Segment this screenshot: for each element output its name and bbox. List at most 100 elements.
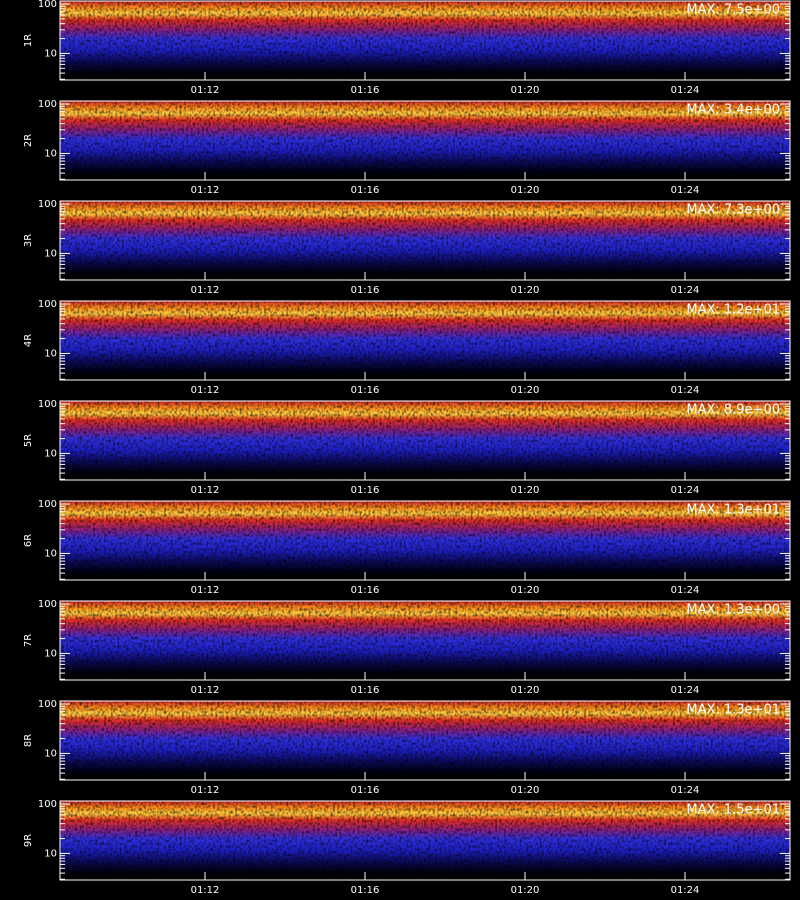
max-annotation: MAX: 8.9e+00 (686, 403, 780, 418)
plot-frame (59, 200, 791, 281)
y-tick-label: 100 (38, 699, 57, 710)
y-tick-label: 100 (38, 199, 57, 210)
x-tick-label: 01:16 (351, 385, 380, 396)
max-annotation: MAX: 1.3e+01 (686, 703, 780, 718)
y-tick-label: 100 (38, 0, 57, 10)
x-tick-label: 01:24 (671, 85, 700, 96)
spectrogram-noise (60, 401, 790, 480)
x-tick-label: 01:20 (511, 185, 540, 196)
plot-frame (59, 400, 791, 481)
x-tick-label: 01:24 (671, 385, 700, 396)
panel: 100 10 01:12 01:16 01:20 01:24 7R MAX: 1.3e+00 (23, 599, 791, 696)
plot-frame (59, 800, 791, 881)
y-tick-label: 100 (38, 99, 57, 110)
x-tick-label: 01:24 (671, 185, 700, 196)
x-tick-label: 01:12 (191, 185, 220, 196)
x-tick-label: 01:20 (511, 585, 540, 596)
x-tick-label: 01:24 (671, 885, 700, 896)
panel: 100 10 01:12 01:16 01:20 01:24 3R MAX: 7.3e+00 (23, 199, 791, 296)
max-annotation: MAX: 7.5e+00 (686, 3, 780, 18)
x-tick-label: 01:20 (511, 285, 540, 296)
x-tick-label: 01:12 (191, 485, 220, 496)
x-tick-label: 01:24 (671, 485, 700, 496)
x-tick-label: 01:12 (191, 885, 220, 896)
y-tick-label: 10 (44, 148, 57, 159)
max-annotation: MAX: 3.4e+00 (686, 103, 780, 118)
plot-frame (59, 0, 791, 81)
panel: 100 10 01:12 01:16 01:20 01:24 2R MAX: 3.4e+00 (23, 99, 791, 196)
max-annotation: MAX: 1.3e+01 (686, 503, 780, 518)
max-annotation: MAX: 1.3e+00 (686, 603, 780, 618)
x-tick-label: 01:12 (191, 285, 220, 296)
x-tick-label: 01:24 (671, 685, 700, 696)
panel: 100 10 01:12 01:16 01:20 01:24 4R MAX: 1.2e+01 (23, 299, 791, 396)
spectrogram-noise (60, 701, 790, 780)
y-tick-label: 10 (44, 848, 57, 859)
x-tick-label: 01:12 (191, 385, 220, 396)
x-tick-label: 01:20 (511, 785, 540, 796)
spectrogram-noise (60, 801, 790, 880)
x-tick-label: 01:16 (351, 185, 380, 196)
plot-frame (59, 100, 791, 181)
panel-label: 4R (23, 334, 34, 347)
panel: 100 10 01:12 01:16 01:20 01:24 9R MAX: 1.5e+01 (23, 799, 791, 896)
x-tick-label: 01:24 (671, 285, 700, 296)
max-annotation: MAX: 1.2e+01 (686, 303, 780, 318)
panel-label: 5R (23, 434, 34, 447)
y-tick-label: 100 (38, 599, 57, 610)
spectrogram-noise (60, 601, 790, 680)
x-tick-label: 01:24 (671, 585, 700, 596)
x-tick-label: 01:12 (191, 585, 220, 596)
spectrogram-noise (60, 501, 790, 580)
x-tick-label: 01:20 (511, 85, 540, 96)
panel-label: 3R (23, 234, 34, 247)
max-annotation: MAX: 7.3e+00 (686, 203, 780, 218)
panel: 100 10 01:12 01:16 01:20 01:24 8R MAX: 1.3e+01 (23, 699, 791, 796)
x-tick-label: 01:20 (511, 385, 540, 396)
panel: 100 10 01:12 01:16 01:20 01:24 1R MAX: 7.5e+00 (23, 0, 791, 96)
x-tick-label: 01:16 (351, 85, 380, 96)
y-tick-label: 10 (44, 348, 57, 359)
plot-frame (59, 500, 791, 581)
spectrogram-noise (60, 301, 790, 380)
plot-frame (59, 700, 791, 781)
x-tick-label: 01:16 (351, 885, 380, 896)
spectrogram-noise (60, 201, 790, 280)
panel-label: 6R (23, 534, 34, 547)
x-tick-label: 01:16 (351, 685, 380, 696)
x-tick-label: 01:12 (191, 685, 220, 696)
panel-label: 8R (23, 734, 34, 747)
y-tick-label: 100 (38, 499, 57, 510)
x-tick-label: 01:16 (351, 485, 380, 496)
spectrogram-noise (60, 101, 790, 180)
y-tick-label: 10 (44, 448, 57, 459)
plot-frame (59, 600, 791, 681)
panel-label: 1R (23, 34, 34, 47)
x-tick-label: 01:20 (511, 885, 540, 896)
panel: 100 10 01:12 01:16 01:20 01:24 6R MAX: 1.3e+01 (23, 499, 791, 596)
x-tick-label: 01:20 (511, 485, 540, 496)
plot-frame (59, 300, 791, 381)
spectrogram-noise (60, 1, 790, 80)
panel-label: 2R (23, 134, 34, 147)
y-tick-label: 10 (44, 248, 57, 259)
max-annotation: MAX: 1.5e+01 (686, 803, 780, 818)
x-tick-label: 01:16 (351, 785, 380, 796)
y-tick-label: 10 (44, 48, 57, 59)
x-tick-label: 01:16 (351, 585, 380, 596)
y-tick-label: 100 (38, 799, 57, 810)
x-tick-label: 01:20 (511, 685, 540, 696)
x-tick-label: 01:24 (671, 785, 700, 796)
panel-label: 9R (23, 834, 34, 847)
x-tick-label: 01:16 (351, 285, 380, 296)
panel-label: 7R (23, 634, 34, 647)
y-tick-label: 10 (44, 748, 57, 759)
x-tick-label: 01:12 (191, 785, 220, 796)
y-tick-label: 10 (44, 648, 57, 659)
panel: 100 10 01:12 01:16 01:20 01:24 5R MAX: 8.9e+00 (23, 399, 791, 496)
y-tick-label: 100 (38, 299, 57, 310)
y-tick-label: 10 (44, 548, 57, 559)
x-tick-label: 01:12 (191, 85, 220, 96)
y-tick-label: 100 (38, 399, 57, 410)
